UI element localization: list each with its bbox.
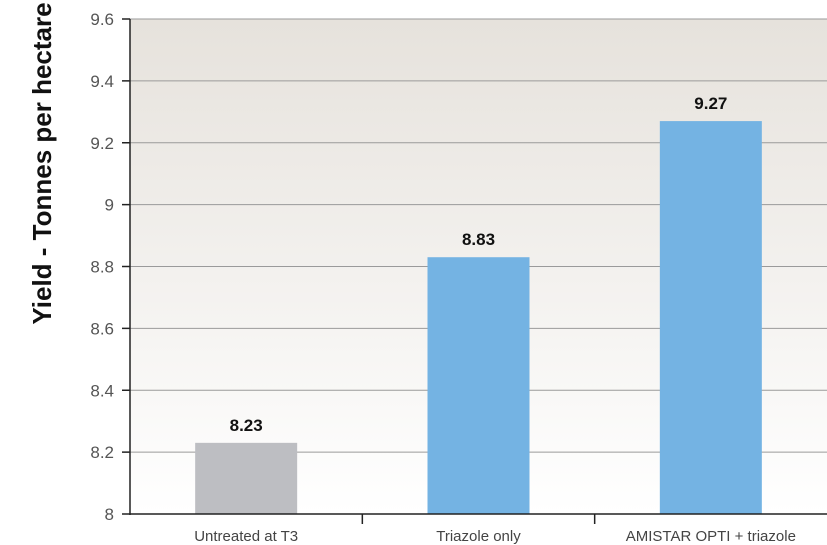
x-tick-label: Untreated at T3	[194, 528, 298, 545]
y-tick-label: 8.8	[90, 258, 114, 277]
y-tick-label: 8.2	[90, 443, 114, 462]
y-tick-label: 8	[105, 505, 114, 524]
y-tick-label: 9.2	[90, 134, 114, 153]
labels: 8 8.2 8.4 8.6 8.8 9 9.2 9.4 9.6 8.23 Untreated at …	[90, 10, 796, 545]
y-tick-label: 9.4	[90, 72, 114, 91]
y-tick-label: 8.6	[90, 319, 114, 338]
y-tick-label: 8.4	[90, 381, 114, 400]
bars	[195, 121, 762, 514]
bar	[659, 121, 762, 514]
y-tick-label: 9.6	[90, 10, 114, 29]
data-label: 8.83	[462, 230, 495, 249]
x-tick-label: AMISTAR OPTI + triazole	[626, 528, 796, 545]
axes	[122, 18, 827, 524]
y-tick-label: 9	[105, 196, 114, 215]
x-tick-label: Triazole only	[436, 528, 521, 545]
bar	[195, 442, 298, 514]
data-label: 9.27	[694, 94, 727, 113]
data-label: 8.23	[230, 416, 263, 435]
bar	[427, 257, 530, 514]
